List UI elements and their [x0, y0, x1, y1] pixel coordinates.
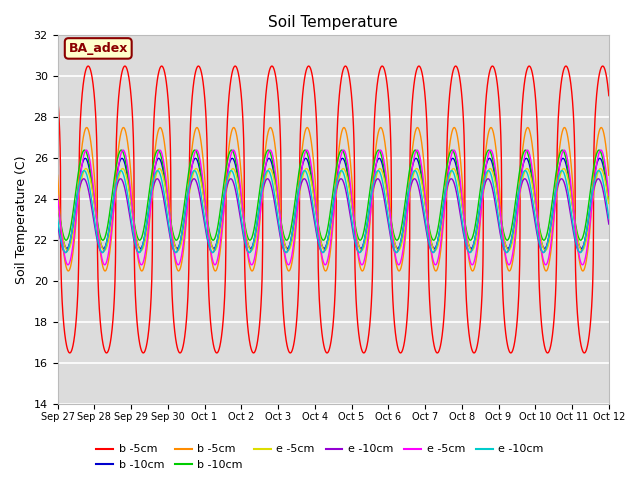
- Legend: b -5cm, b -10cm, b -5cm, b -10cm, e -5cm, e -10cm, e -5cm, e -10cm: b -5cm, b -10cm, b -5cm, b -10cm, e -5cm…: [92, 440, 548, 474]
- Y-axis label: Soil Temperature (C): Soil Temperature (C): [15, 156, 28, 284]
- Text: BA_adex: BA_adex: [68, 42, 128, 55]
- Title: Soil Temperature: Soil Temperature: [268, 15, 398, 30]
